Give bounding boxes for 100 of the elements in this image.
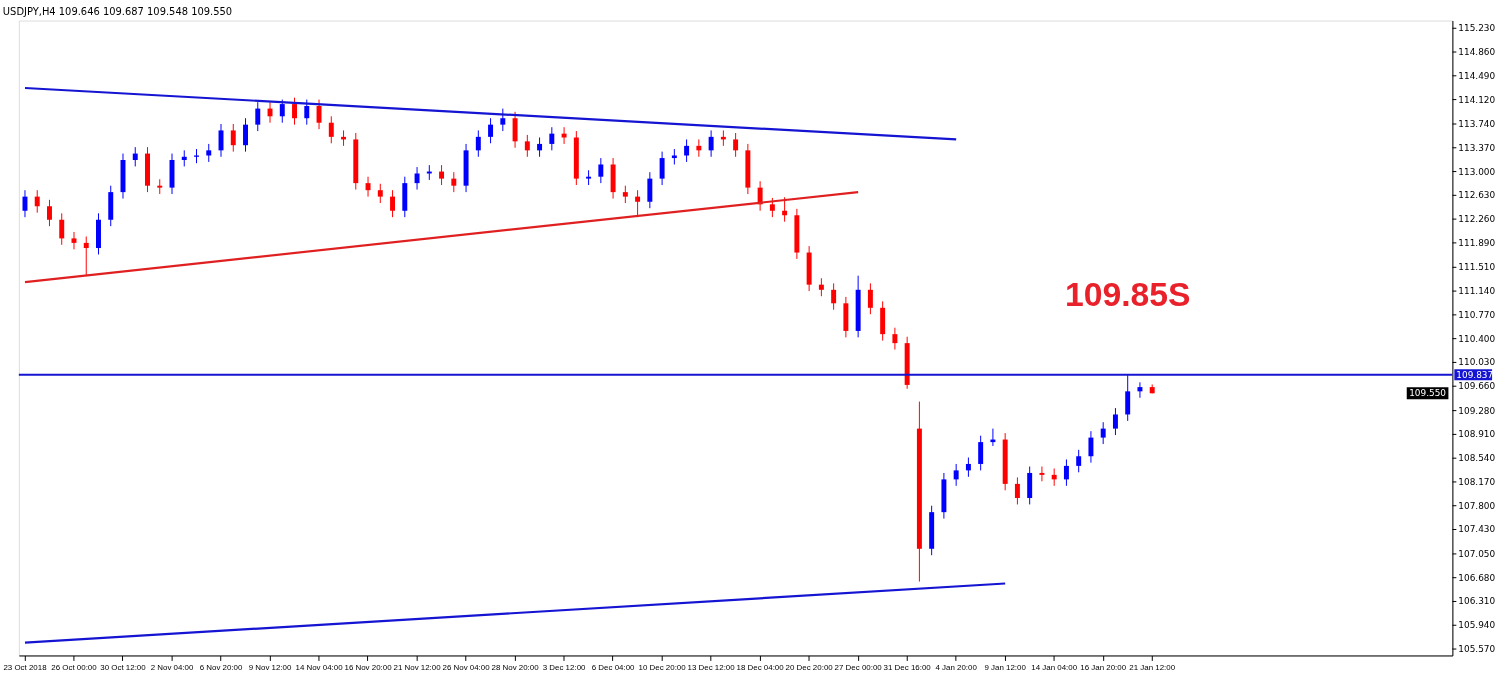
candlestick <box>488 117 494 144</box>
candlestick <box>328 115 334 144</box>
y-tick-label: 108.170 <box>1458 476 1496 487</box>
x-tick-label: 10 Dec 20:00 <box>638 662 687 672</box>
x-tick-label: 6 Dec 04:00 <box>591 662 636 672</box>
candlestick <box>892 327 898 351</box>
y-tick-label: 105.940 <box>1458 620 1496 631</box>
candlestick <box>377 183 383 204</box>
x-tick-label: 26 Nov 04:00 <box>442 662 491 672</box>
y-tick-label: 107.800 <box>1458 500 1496 511</box>
y-tick-label: 111.510 <box>1458 262 1496 273</box>
x-tick-label: 6 Nov 20:00 <box>199 662 243 672</box>
y-tick-label: 111.140 <box>1458 286 1496 297</box>
y-tick-label: 112.260 <box>1458 214 1496 225</box>
x-tick-label: 13 Dec 12:00 <box>687 662 736 672</box>
x-tick-label: 16 Jan 20:00 <box>1080 662 1127 672</box>
candlestick <box>708 129 714 158</box>
candlestick <box>451 171 457 193</box>
candlestick <box>537 137 543 158</box>
candlestick <box>598 157 604 184</box>
candlestick <box>1112 407 1118 436</box>
candlestick <box>549 126 555 151</box>
candlestick <box>500 108 506 132</box>
y-tick-label: 105.570 <box>1458 644 1496 655</box>
x-tick-label: 23 Oct 2018 <box>3 662 48 672</box>
x-tick-label: 31 Dec 16:00 <box>883 662 932 672</box>
x-tick-label: 14 Jan 04:00 <box>1031 662 1078 672</box>
y-tick-label: 110.400 <box>1458 333 1496 344</box>
candlestick <box>1039 466 1045 482</box>
candlestick <box>635 189 641 218</box>
candlestick <box>34 189 40 214</box>
candlestick <box>659 151 665 186</box>
x-tick-label: 28 Nov 20:00 <box>491 662 540 672</box>
y-tick-label: 109.280 <box>1458 405 1496 416</box>
candlestick <box>647 171 653 209</box>
candlestick <box>279 99 285 124</box>
candlestick <box>1076 449 1082 473</box>
y-tick-label: 107.050 <box>1458 548 1496 559</box>
y-tick-label: 114.860 <box>1458 47 1496 57</box>
y-tick-label: 113.000 <box>1458 166 1496 177</box>
y-tick-label: 106.680 <box>1458 572 1496 583</box>
candlestick <box>1100 421 1106 445</box>
candlestick <box>292 97 298 126</box>
candlestick <box>414 166 420 191</box>
y-tick-label: 111.890 <box>1458 237 1496 248</box>
candlestick <box>59 212 65 246</box>
y-tick-label: 107.430 <box>1458 524 1496 535</box>
candlestick <box>243 117 248 153</box>
y-tick-label: 110.030 <box>1458 357 1496 368</box>
candlestick <box>439 164 445 186</box>
candlestick <box>1137 381 1143 399</box>
y-tick-label: 114.120 <box>1458 94 1496 105</box>
annotation: 109.85S <box>1064 275 1191 314</box>
candlestick <box>953 463 959 487</box>
x-tick-label: 18 Dec 04:00 <box>736 662 785 672</box>
candlestick <box>1014 476 1020 505</box>
y-tick-label: 115.230 <box>1458 23 1496 34</box>
y-tick-label: 112.630 <box>1458 190 1496 201</box>
candlestick <box>83 235 89 277</box>
x-tick-label: 16 Nov 20:00 <box>344 662 393 672</box>
y-tick-label: 106.310 <box>1458 596 1496 607</box>
x-tick-label: 20 Dec 20:00 <box>785 662 834 672</box>
candlestick <box>512 111 518 149</box>
candlestick <box>255 101 261 132</box>
candlestick <box>132 146 138 167</box>
x-tick-label: 14 Nov 04:00 <box>295 662 344 672</box>
candlestick <box>965 457 971 478</box>
x-tick-label: 21 Nov 12:00 <box>393 662 442 672</box>
candlestick <box>390 189 396 218</box>
candlestick <box>304 99 310 126</box>
x-tick-label: 9 Nov 12:00 <box>248 662 292 672</box>
x-tick-label: 27 Dec 00:00 <box>834 662 883 672</box>
x-tick-label: 21 Jan 12:00 <box>1129 662 1176 672</box>
candlestick <box>782 196 788 223</box>
y-tick-label: 108.910 <box>1458 429 1496 440</box>
candlestick <box>696 138 702 158</box>
y-tick-label: 114.490 <box>1458 70 1496 81</box>
candlestick <box>1088 430 1094 464</box>
x-tick-label: 26 Oct 00:00 <box>51 662 98 672</box>
y-tick-label: 113.370 <box>1458 142 1496 153</box>
candlestick <box>22 189 28 218</box>
x-tick-label: 2 Nov 04:00 <box>150 662 194 672</box>
candlestick <box>1063 458 1069 487</box>
candlestick <box>475 129 481 158</box>
candlestick <box>365 176 371 198</box>
y-tick-label: 109.660 <box>1458 381 1496 392</box>
chart-title: USDJPY,H4 109.646 109.687 109.548 109.550 <box>2 5 233 17</box>
candlestick <box>524 134 530 158</box>
candlestick <box>316 99 322 130</box>
candlestick <box>831 282 837 311</box>
annotation: 109.550 <box>1409 388 1447 399</box>
candlestick <box>733 132 739 158</box>
candlestick <box>1125 374 1131 422</box>
x-tick-label: 3 Dec 12:00 <box>542 662 587 672</box>
candlestick <box>47 199 52 227</box>
candlestick <box>769 197 775 218</box>
x-tick-label: 30 Oct 12:00 <box>100 662 147 672</box>
candlestick <box>71 231 77 250</box>
candlestick <box>230 123 236 153</box>
y-tick-label: 108.540 <box>1458 453 1496 464</box>
